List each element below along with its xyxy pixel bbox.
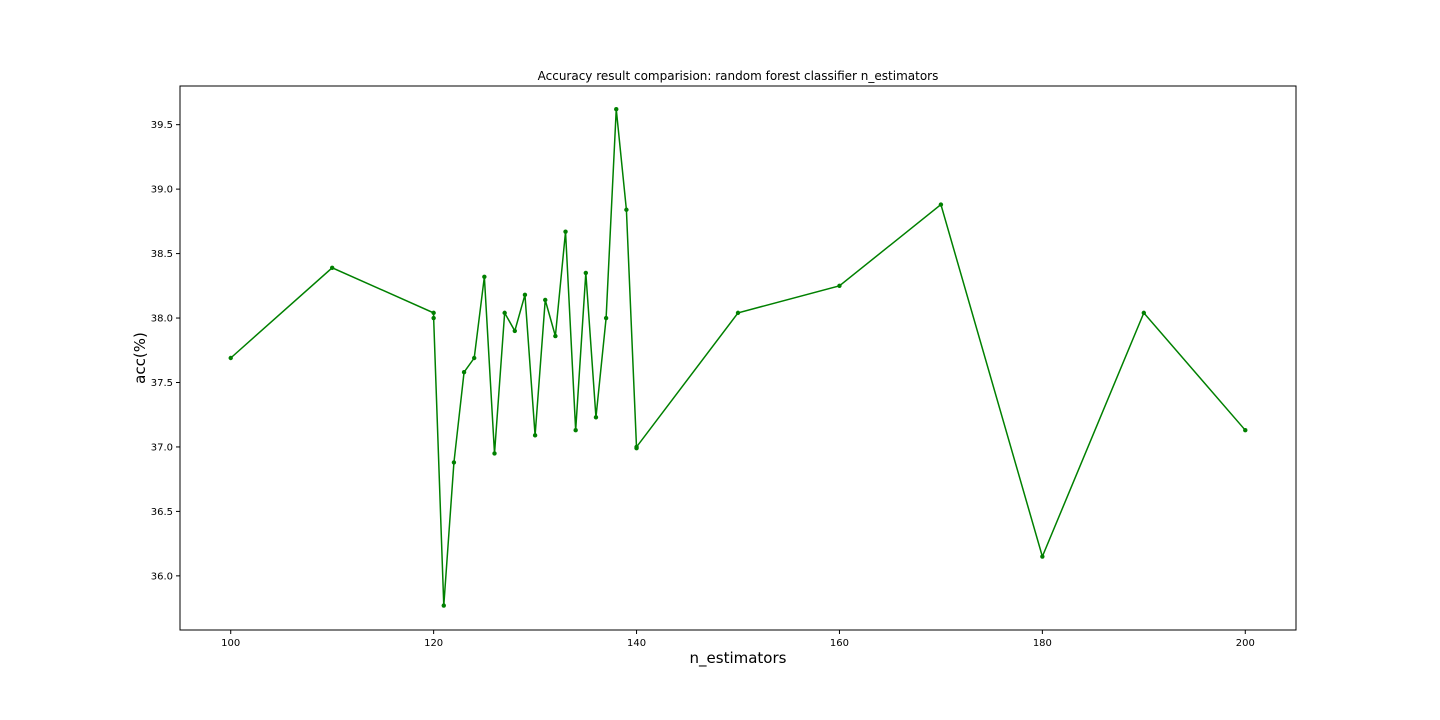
data-point	[1141, 310, 1147, 316]
data-point	[1243, 427, 1248, 433]
data-point	[228, 355, 233, 361]
data-point	[583, 270, 589, 276]
data-point	[512, 328, 517, 334]
data-point	[543, 297, 548, 303]
data-point	[634, 444, 639, 450]
data-point	[593, 415, 599, 420]
data-point	[522, 292, 528, 298]
x-tick-label: 120	[424, 638, 443, 649]
data-point	[441, 603, 446, 608]
data-point	[329, 265, 335, 270]
x-tick-label: 200	[1236, 638, 1255, 649]
chart-title: Accuracy result comparision: random fore…	[538, 69, 939, 83]
x-axis-label: n_estimators	[690, 649, 787, 668]
data-point	[614, 107, 619, 112]
data-point	[502, 310, 507, 316]
x-tick-label: 180	[1033, 638, 1052, 649]
y-axis-ticks: 36.0 36.5 37.0 37.5 38.0 38.5 39.0 39.5	[151, 120, 180, 582]
y-tick-label: 37.0	[151, 442, 173, 453]
plot-frame	[179, 85, 1297, 631]
data-point	[553, 333, 558, 339]
x-tick-label: 140	[627, 638, 646, 649]
y-tick-label: 39.0	[151, 185, 173, 196]
x-axis-ticks: 100 120 140 160 180 200	[221, 630, 1255, 649]
data-point	[472, 355, 477, 361]
y-tick-label: 38.0	[151, 314, 173, 325]
y-axis-label: acc(%)	[131, 332, 149, 384]
data-point	[451, 460, 457, 465]
data-point	[492, 451, 497, 456]
data-point	[837, 283, 842, 289]
data-point	[938, 202, 944, 207]
data-point	[482, 274, 487, 279]
x-tick-label: 160	[830, 638, 849, 649]
data-point	[624, 207, 629, 212]
data-point	[603, 315, 609, 321]
data-point	[461, 369, 467, 375]
y-tick-label: 39.5	[151, 120, 173, 131]
y-tick-label: 36.0	[151, 571, 173, 582]
plot-area	[180, 86, 1296, 630]
data-point	[431, 315, 436, 321]
data-point	[431, 310, 436, 316]
x-tick-label: 100	[221, 638, 240, 649]
y-tick-label: 37.5	[151, 378, 173, 389]
data-point	[1040, 554, 1045, 559]
y-tick-label: 36.5	[151, 507, 173, 518]
y-tick-label: 38.5	[151, 249, 173, 260]
series-layer	[228, 107, 1248, 608]
data-point	[563, 229, 568, 234]
data-point	[532, 433, 538, 438]
data-point	[573, 427, 578, 433]
data-point	[735, 310, 741, 316]
